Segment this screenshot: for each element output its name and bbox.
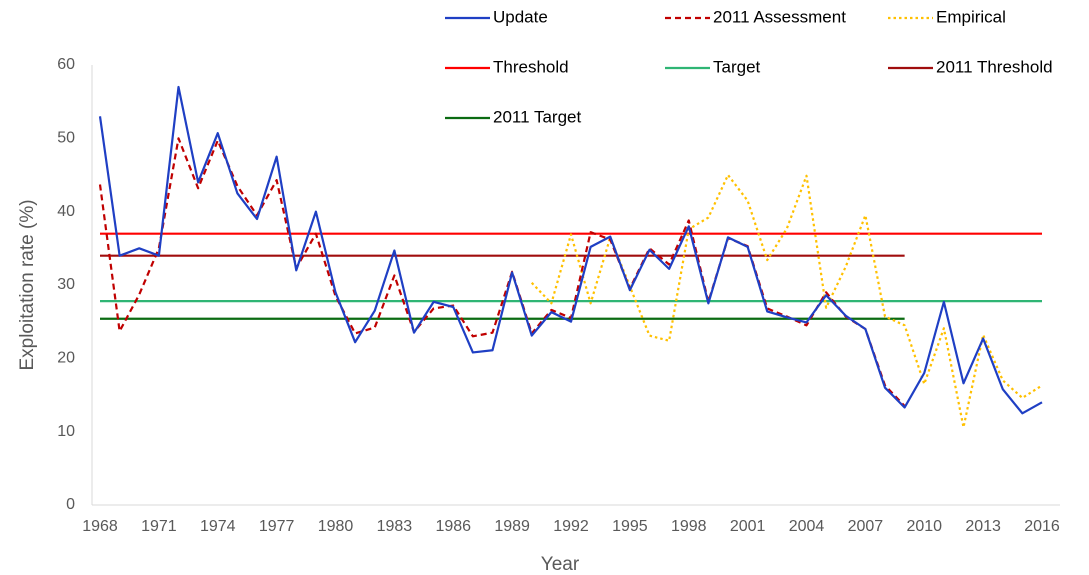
legend-label: Threshold [493,57,569,76]
y-tick-label: 30 [57,276,75,293]
legend-label: 2011 Target [493,107,581,126]
series-line [98,137,906,407]
x-tick-label: 1968 [82,518,118,535]
x-tick-label: 1992 [553,518,589,535]
x-tick-label: 2013 [965,518,1001,535]
x-tick-label: 1971 [141,518,177,535]
series-line [98,85,1043,415]
x-tick-label: 2001 [730,518,766,535]
x-tick-label: 2004 [789,518,825,535]
x-tick-label: 1995 [612,518,648,535]
x-tick-label: 1986 [435,518,471,535]
legend-label: 2011 Assessment [713,7,846,26]
x-axis-title: Year [541,554,580,575]
x-tick-label: 1977 [259,518,295,535]
y-tick-label: 0 [66,496,75,513]
x-tick-label: 1998 [671,518,707,535]
legend-label: Target [713,57,761,76]
x-tick-label: 1980 [318,518,354,535]
x-tick-label: 1989 [494,518,530,535]
x-tick-label: 2007 [848,518,884,535]
y-tick-label: 10 [57,423,75,440]
y-axis-title: Exploitation rate (%) [17,199,38,370]
legend-label: Update [493,7,548,26]
legend-label: Empirical [936,7,1006,26]
x-tick-label: 2010 [906,518,942,535]
x-tick-label: 1983 [377,518,413,535]
x-tick-label: 2016 [1024,518,1060,535]
legend-label: 2011 Threshold [936,57,1053,76]
y-tick-label: 50 [57,130,75,147]
y-tick-label: 40 [57,203,75,220]
x-tick-label: 1974 [200,518,236,535]
y-tick-label: 20 [57,350,75,367]
y-tick-label: 60 [57,56,75,73]
